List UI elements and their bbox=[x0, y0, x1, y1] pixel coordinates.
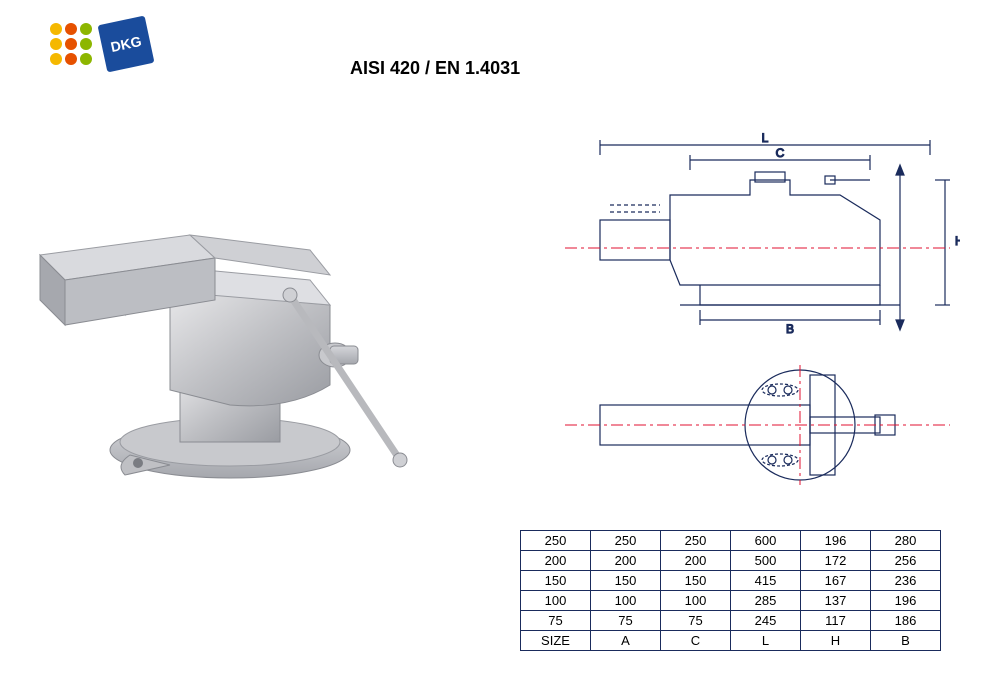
cell: 100 bbox=[591, 591, 661, 611]
dim-C: C bbox=[776, 146, 785, 160]
dot bbox=[50, 53, 62, 65]
cell: 280 bbox=[871, 531, 941, 551]
cell: 236 bbox=[871, 571, 941, 591]
dim-L: L bbox=[762, 131, 769, 145]
cell: H bbox=[801, 631, 871, 651]
table-row: SIZE A C L H B bbox=[521, 631, 941, 651]
spec-table: 250 250 250 600 196 280 200 200 200 500 … bbox=[520, 530, 941, 651]
cell: 150 bbox=[521, 571, 591, 591]
cell: 256 bbox=[871, 551, 941, 571]
dot bbox=[50, 23, 62, 35]
dot bbox=[65, 38, 77, 50]
cell: 186 bbox=[871, 611, 941, 631]
cell: 75 bbox=[591, 611, 661, 631]
cell: 100 bbox=[661, 591, 731, 611]
cell: A bbox=[591, 631, 661, 651]
logo: DKG bbox=[50, 20, 150, 68]
dot bbox=[65, 23, 77, 35]
cell: 150 bbox=[591, 571, 661, 591]
table-row: 100 100 100 285 137 196 bbox=[521, 591, 941, 611]
cell: 167 bbox=[801, 571, 871, 591]
cell: 245 bbox=[731, 611, 801, 631]
cell: C bbox=[661, 631, 731, 651]
cell: SIZE bbox=[521, 631, 591, 651]
cell: 200 bbox=[591, 551, 661, 571]
cell: 200 bbox=[521, 551, 591, 571]
cell: 75 bbox=[521, 611, 591, 631]
cell: 75 bbox=[661, 611, 731, 631]
dot bbox=[65, 53, 77, 65]
technical-diagram: L C H B bbox=[530, 130, 960, 500]
dot bbox=[80, 23, 92, 35]
table-row: 250 250 250 600 196 280 bbox=[521, 531, 941, 551]
dot bbox=[50, 38, 62, 50]
cell: 285 bbox=[731, 591, 801, 611]
cell: 150 bbox=[661, 571, 731, 591]
dim-H: H bbox=[955, 234, 960, 248]
cell: 250 bbox=[661, 531, 731, 551]
dkg-badge-text: DKG bbox=[109, 33, 143, 55]
cell: 500 bbox=[731, 551, 801, 571]
cell: 200 bbox=[661, 551, 731, 571]
cell: 196 bbox=[801, 531, 871, 551]
dot bbox=[80, 53, 92, 65]
cell: 250 bbox=[521, 531, 591, 551]
table-row: 200 200 200 500 172 256 bbox=[521, 551, 941, 571]
logo-dots bbox=[50, 23, 92, 65]
dim-B: B bbox=[786, 322, 794, 336]
cell: 137 bbox=[801, 591, 871, 611]
cell: 250 bbox=[591, 531, 661, 551]
dkg-badge: DKG bbox=[98, 16, 155, 73]
page-title: AISI 420 / EN 1.4031 bbox=[350, 58, 520, 79]
cell: 117 bbox=[801, 611, 871, 631]
spec-table-body: 250 250 250 600 196 280 200 200 200 500 … bbox=[521, 531, 941, 651]
cell: 196 bbox=[871, 591, 941, 611]
product-photo bbox=[30, 160, 450, 490]
cell: 100 bbox=[521, 591, 591, 611]
cell: B bbox=[871, 631, 941, 651]
cell: 172 bbox=[801, 551, 871, 571]
cell: 600 bbox=[731, 531, 801, 551]
dot bbox=[80, 38, 92, 50]
cell: L bbox=[731, 631, 801, 651]
table-row: 150 150 150 415 167 236 bbox=[521, 571, 941, 591]
cell: 415 bbox=[731, 571, 801, 591]
table-row: 75 75 75 245 117 186 bbox=[521, 611, 941, 631]
